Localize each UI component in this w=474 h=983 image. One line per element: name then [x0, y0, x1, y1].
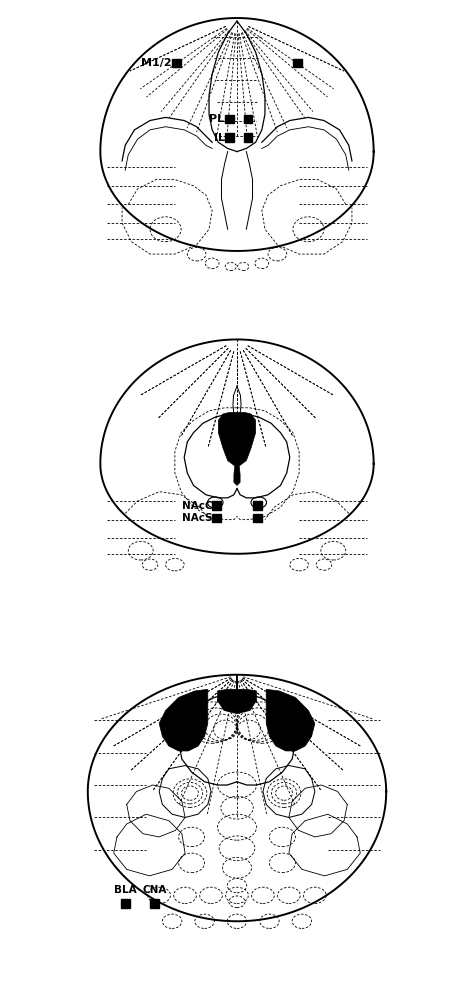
Polygon shape — [266, 689, 315, 751]
Text: NAcC: NAcC — [182, 500, 212, 510]
Bar — [244, 115, 252, 123]
Bar — [172, 59, 181, 68]
Bar — [212, 514, 221, 522]
Text: NAcS: NAcS — [182, 513, 212, 523]
Bar — [244, 134, 252, 142]
Polygon shape — [234, 465, 240, 486]
Polygon shape — [225, 414, 237, 464]
Polygon shape — [219, 413, 237, 465]
Text: M1/2: M1/2 — [141, 58, 172, 68]
Polygon shape — [159, 689, 208, 751]
Text: CNA: CNA — [142, 886, 166, 896]
Bar — [225, 134, 234, 142]
Bar — [150, 898, 159, 908]
Text: IL: IL — [214, 133, 225, 143]
Bar — [120, 898, 129, 908]
Bar — [212, 501, 221, 510]
Polygon shape — [218, 689, 256, 714]
Polygon shape — [237, 413, 255, 465]
Bar — [253, 501, 262, 510]
Bar — [293, 59, 302, 68]
Text: BLA: BLA — [114, 886, 137, 896]
Bar — [225, 115, 234, 123]
Bar — [253, 514, 262, 522]
Text: PL: PL — [210, 114, 225, 124]
